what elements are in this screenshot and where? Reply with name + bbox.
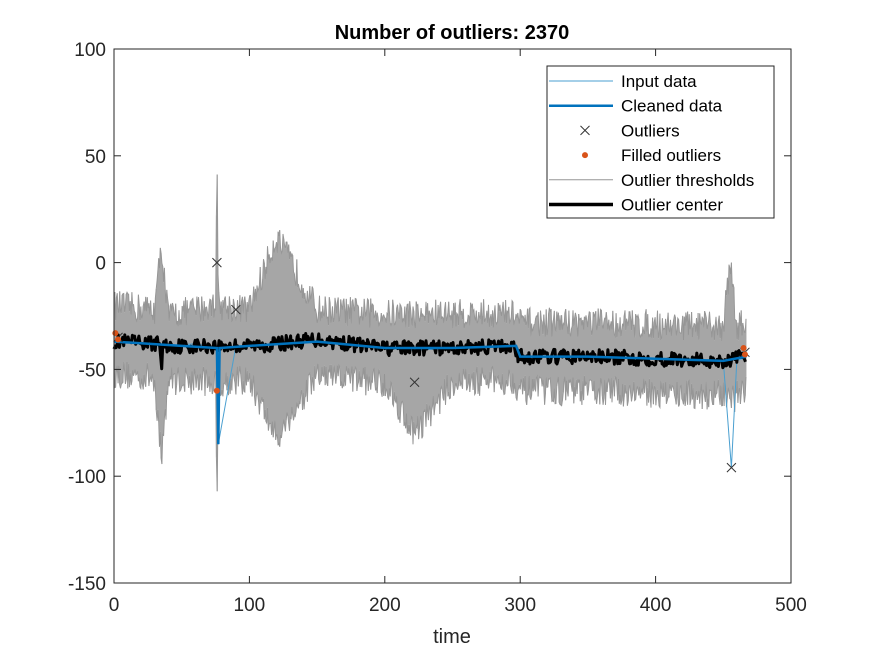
outlier-center-line <box>112 332 747 371</box>
filled-outlier-marker <box>740 345 747 352</box>
markers-layer <box>112 257 750 473</box>
outlier-center-layer <box>112 332 747 371</box>
legend-box <box>546 65 775 219</box>
filled-outlier-marker <box>213 387 220 394</box>
y-tick-label: -50 <box>79 360 106 381</box>
y-tick-label: 50 <box>85 147 106 168</box>
cleaned-data-line <box>113 340 747 445</box>
outlier-marker <box>726 462 737 473</box>
y-tick-label: -150 <box>68 574 106 595</box>
axes-box <box>113 48 792 584</box>
x-tick-label: 100 <box>234 595 266 616</box>
legend-label-cleaned-data: Cleaned data <box>621 97 723 116</box>
y-tick-label: 100 <box>74 40 106 61</box>
filled-outlier-marker <box>112 330 119 337</box>
x-tick-label: 400 <box>640 595 672 616</box>
ticks-layer: 0 100 200 300 400 500 -150 -100 -50 0 50 100 <box>68 40 807 616</box>
legend-label-outlier-thresholds: Outlier thresholds <box>621 171 754 190</box>
outlier-marker <box>212 257 222 268</box>
legend: Input data Cleaned data Outliers Filled out… <box>546 65 775 219</box>
legend-label-outliers: Outliers <box>621 121 680 140</box>
x-tick-label: 0 <box>109 595 120 616</box>
x-tick-label: 500 <box>775 595 807 616</box>
legend-label-input-data: Input data <box>621 72 697 91</box>
chart-title: Number of outliers: 2370 <box>335 22 570 44</box>
legend-swatch-filled-outliers <box>582 152 588 159</box>
y-tick-label: -100 <box>68 467 106 488</box>
legend-swatch-outliers <box>580 125 590 136</box>
outlier-marker <box>409 377 420 388</box>
filled-outlier-marker <box>115 336 122 343</box>
x-tick-label: 200 <box>369 595 401 616</box>
y-tick-label: 0 <box>95 254 106 275</box>
cleaned-data-layer <box>113 340 747 445</box>
legend-label-filled-outliers: Filled outliers <box>621 146 721 165</box>
x-tick-label: 300 <box>504 595 536 616</box>
x-axis-title: time <box>433 626 471 648</box>
outlier-marker <box>231 304 241 315</box>
filled-outlier-marker <box>741 351 748 358</box>
legend-label-outlier-center: Outlier center <box>621 196 723 215</box>
